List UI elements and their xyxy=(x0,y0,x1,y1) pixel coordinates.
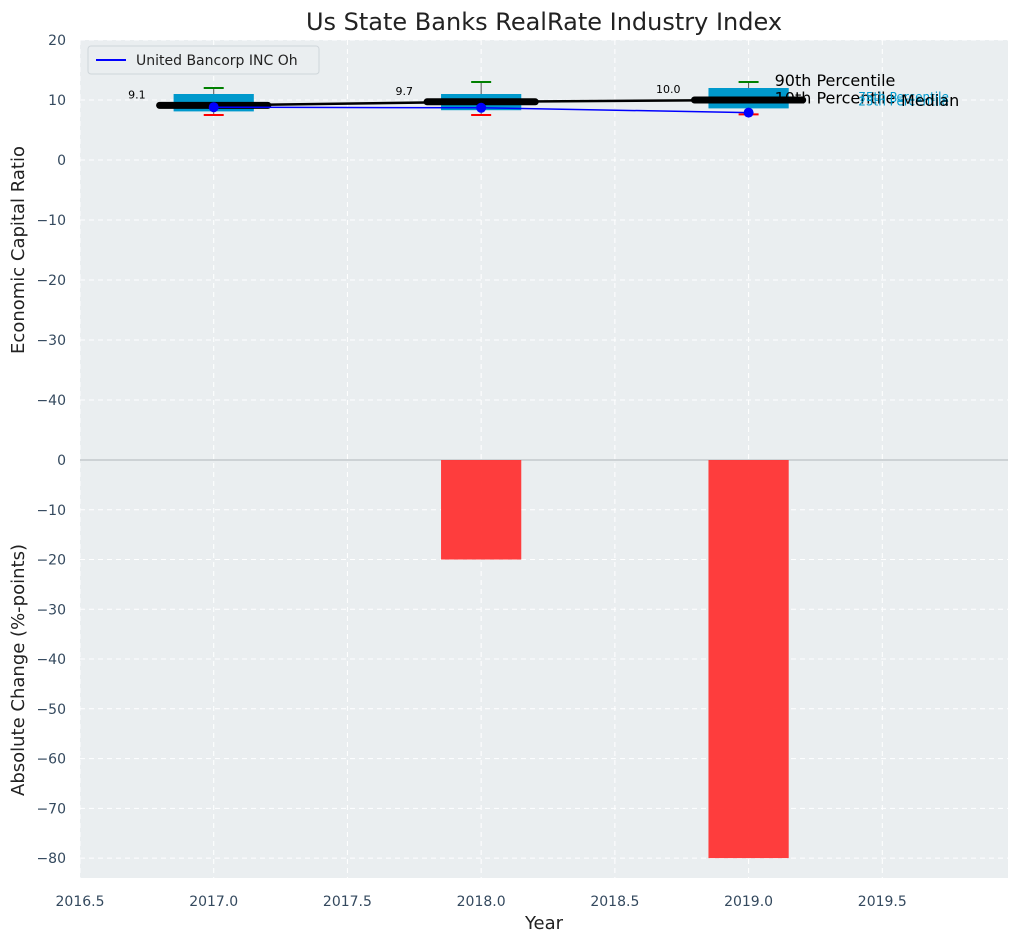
top-y-tick-label: −10 xyxy=(36,213,66,229)
x-tick-label: 2016.5 xyxy=(56,894,105,910)
bottom-y-tick-label: −20 xyxy=(36,553,66,569)
p90-annotation: 90th Percentile xyxy=(775,71,896,90)
p10-annotation: 10th Percentile xyxy=(775,88,896,107)
change-bar xyxy=(708,460,789,859)
median-value-label: 10.0 xyxy=(656,83,681,96)
plot-background xyxy=(80,40,1008,878)
top-y-tick-label: 0 xyxy=(57,153,66,169)
legend-entry: United Bancorp INC Oh xyxy=(136,53,298,69)
bottom-y-tick-label: −80 xyxy=(36,851,66,867)
x-tick-label: 2018.0 xyxy=(457,894,506,910)
bottom-y-tick-label: −10 xyxy=(36,503,66,519)
x-tick-label: 2019.0 xyxy=(724,894,773,910)
x-tick-label: 2019.5 xyxy=(858,894,907,910)
x-tick-label: 2018.5 xyxy=(590,894,639,910)
bottom-y-axis-label: Absolute Change (%-points) xyxy=(8,544,29,796)
company-point xyxy=(476,102,487,113)
bottom-y-tick-label: −60 xyxy=(36,752,66,768)
top-y-tick-label: −30 xyxy=(36,333,66,349)
axis-ticks: 2016.5 2017.0 2017.5 2018.0 2018.5 2019.0 2019… xyxy=(36,33,906,910)
legend: United Bancorp INC Oh xyxy=(87,45,320,75)
x-tick-label: 2017.5 xyxy=(323,894,372,910)
bottom-y-tick-label: −50 xyxy=(36,702,66,718)
top-y-tick-label: −40 xyxy=(36,393,66,409)
company-series xyxy=(208,102,754,118)
change-bar xyxy=(441,460,522,560)
median-value-label: 9.1 xyxy=(128,88,146,101)
p25-annotation: 25th Percentile xyxy=(858,94,949,108)
top-y-tick-label: −20 xyxy=(36,273,66,289)
top-y-tick-label: 10 xyxy=(48,93,66,109)
median-value-label: 9.7 xyxy=(396,85,414,98)
company-point xyxy=(208,102,219,113)
x-tick-label: 2017.0 xyxy=(189,894,238,910)
top-y-tick-label: 20 xyxy=(48,33,66,49)
bottom-y-tick-label: −70 xyxy=(36,801,66,817)
legend-box xyxy=(87,45,320,75)
bottom-y-tick-label: 0 xyxy=(57,453,66,469)
median-annotation: Median xyxy=(901,91,959,110)
x-axis-label: Year xyxy=(524,913,564,934)
bottom-y-tick-label: −30 xyxy=(36,602,66,618)
bottom-y-tick-label: −40 xyxy=(36,652,66,668)
p75-annotation: 75th Percentile xyxy=(858,90,949,104)
top-y-axis-label: Economic Capital Ratio xyxy=(8,146,29,354)
company-point xyxy=(743,107,754,118)
chart-title: Us State Banks RealRate Industry Index xyxy=(306,8,782,36)
median-trend-line xyxy=(213,98,749,107)
change-bars xyxy=(441,460,789,859)
